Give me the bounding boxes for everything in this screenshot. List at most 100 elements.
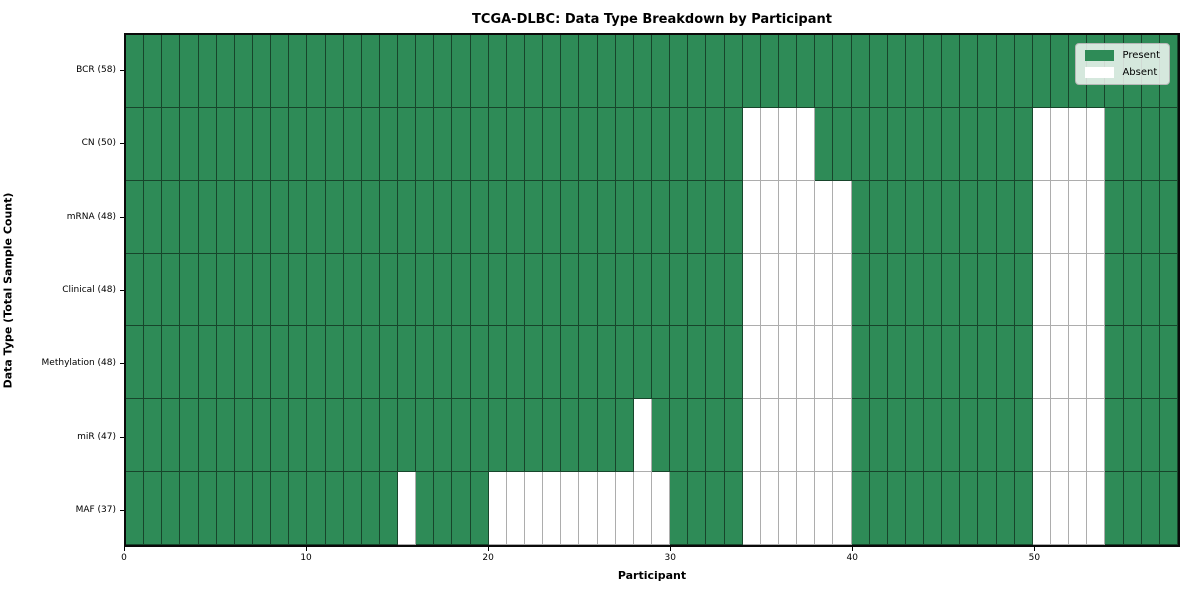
heatmap-cell xyxy=(398,399,417,473)
heatmap-cell xyxy=(724,472,743,545)
heatmap-cell xyxy=(343,107,362,181)
heatmap-cell xyxy=(1014,107,1033,181)
heatmap-cell xyxy=(688,399,707,473)
heatmap-cell xyxy=(833,472,852,545)
heatmap-cell xyxy=(724,107,743,181)
heatmap-cell xyxy=(815,472,834,545)
heatmap-cell xyxy=(742,35,761,108)
heatmap-cell xyxy=(1051,326,1070,400)
heatmap-cell xyxy=(833,253,852,327)
heatmap-cell xyxy=(851,107,870,181)
heatmap-cell xyxy=(978,35,997,108)
heatmap-cell xyxy=(325,253,344,327)
heatmap-cell xyxy=(905,472,925,545)
heatmap-cell xyxy=(180,326,199,400)
x-tick-mark xyxy=(306,547,308,551)
heatmap-cell xyxy=(996,399,1015,473)
heatmap-cell xyxy=(361,253,380,327)
heatmap-cell xyxy=(869,253,888,327)
heatmap-cell xyxy=(1105,472,1124,545)
heatmap-cell xyxy=(724,253,743,327)
heatmap-cell xyxy=(561,326,580,400)
heatmap-cell xyxy=(1051,253,1070,327)
heatmap-cell xyxy=(234,180,253,254)
heatmap-cell xyxy=(1159,326,1178,400)
heatmap-cell xyxy=(1159,253,1178,327)
heatmap-cell xyxy=(579,326,598,400)
heatmap-cell xyxy=(1123,326,1142,400)
x-tick-mark xyxy=(670,547,672,551)
heatmap-cell xyxy=(216,472,235,545)
heatmap-cell xyxy=(633,399,652,473)
heatmap-cell xyxy=(652,326,671,400)
heatmap-cell xyxy=(361,107,380,181)
heatmap-cell xyxy=(198,107,217,181)
heatmap-cell xyxy=(778,107,798,181)
heatmap-cell xyxy=(978,399,997,473)
heatmap-cell xyxy=(1014,35,1033,108)
heatmap-cell xyxy=(778,472,798,545)
x-tick-mark xyxy=(488,547,490,551)
heatmap-cell xyxy=(162,107,181,181)
heatmap-cell xyxy=(525,35,544,108)
heatmap-cell xyxy=(597,326,616,400)
heatmap-cell xyxy=(670,35,689,108)
heatmap-cell xyxy=(1105,253,1124,327)
heatmap-cell xyxy=(416,107,435,181)
heatmap-cell xyxy=(1069,326,1088,400)
heatmap-cell xyxy=(742,399,761,473)
heatmap-cell xyxy=(452,326,471,400)
heatmap-cell xyxy=(325,180,344,254)
heatmap-cell xyxy=(652,180,671,254)
y-tick-label: MAF (37) xyxy=(75,505,116,516)
heatmap-cell xyxy=(887,107,906,181)
heatmap-cell xyxy=(144,253,163,327)
x-axis-label: Participant xyxy=(617,569,687,582)
heatmap-cell xyxy=(1087,326,1106,400)
heatmap-cell xyxy=(144,326,163,400)
heatmap-cell xyxy=(688,472,707,545)
heatmap-cell xyxy=(597,253,616,327)
heatmap-cell xyxy=(905,107,925,181)
heatmap-cell xyxy=(289,326,308,400)
heatmap-cell xyxy=(1032,107,1052,181)
heatmap-cell xyxy=(760,399,779,473)
heatmap-cell xyxy=(525,326,544,400)
heatmap-cell xyxy=(325,399,344,473)
heatmap-cell xyxy=(996,472,1015,545)
heatmap-cell xyxy=(434,326,453,400)
heatmap-cell xyxy=(162,253,181,327)
heatmap-cell xyxy=(760,253,779,327)
heatmap-cell xyxy=(851,35,870,108)
heatmap-cell xyxy=(198,399,217,473)
heatmap-cell xyxy=(506,399,526,473)
heatmap-cell xyxy=(996,35,1015,108)
heatmap-cell xyxy=(706,399,725,473)
heatmap-cell xyxy=(561,472,580,545)
heatmap-cell xyxy=(942,399,961,473)
heatmap-cell xyxy=(506,180,526,254)
heatmap-cell xyxy=(1123,253,1142,327)
heatmap-cell xyxy=(706,326,725,400)
heatmap-cell xyxy=(869,35,888,108)
heatmap-cell xyxy=(1159,472,1178,545)
heatmap-cell xyxy=(887,35,906,108)
heatmap-cell xyxy=(1051,107,1070,181)
heatmap-cell xyxy=(561,107,580,181)
heatmap-cell xyxy=(996,326,1015,400)
heatmap-cell xyxy=(488,180,507,254)
heatmap-cell xyxy=(760,35,779,108)
heatmap-cell xyxy=(488,107,507,181)
heatmap-cell xyxy=(815,326,834,400)
heatmap-cell xyxy=(633,180,652,254)
heatmap-cell xyxy=(1087,253,1106,327)
heatmap-cell xyxy=(271,35,290,108)
heatmap-cell xyxy=(543,253,562,327)
heatmap-cell xyxy=(271,107,290,181)
heatmap-cell xyxy=(833,399,852,473)
heatmap-cell xyxy=(688,253,707,327)
heatmap-cell xyxy=(815,180,834,254)
heatmap-cell xyxy=(271,180,290,254)
heatmap-cell xyxy=(960,35,979,108)
legend: Present Absent xyxy=(1075,43,1170,85)
